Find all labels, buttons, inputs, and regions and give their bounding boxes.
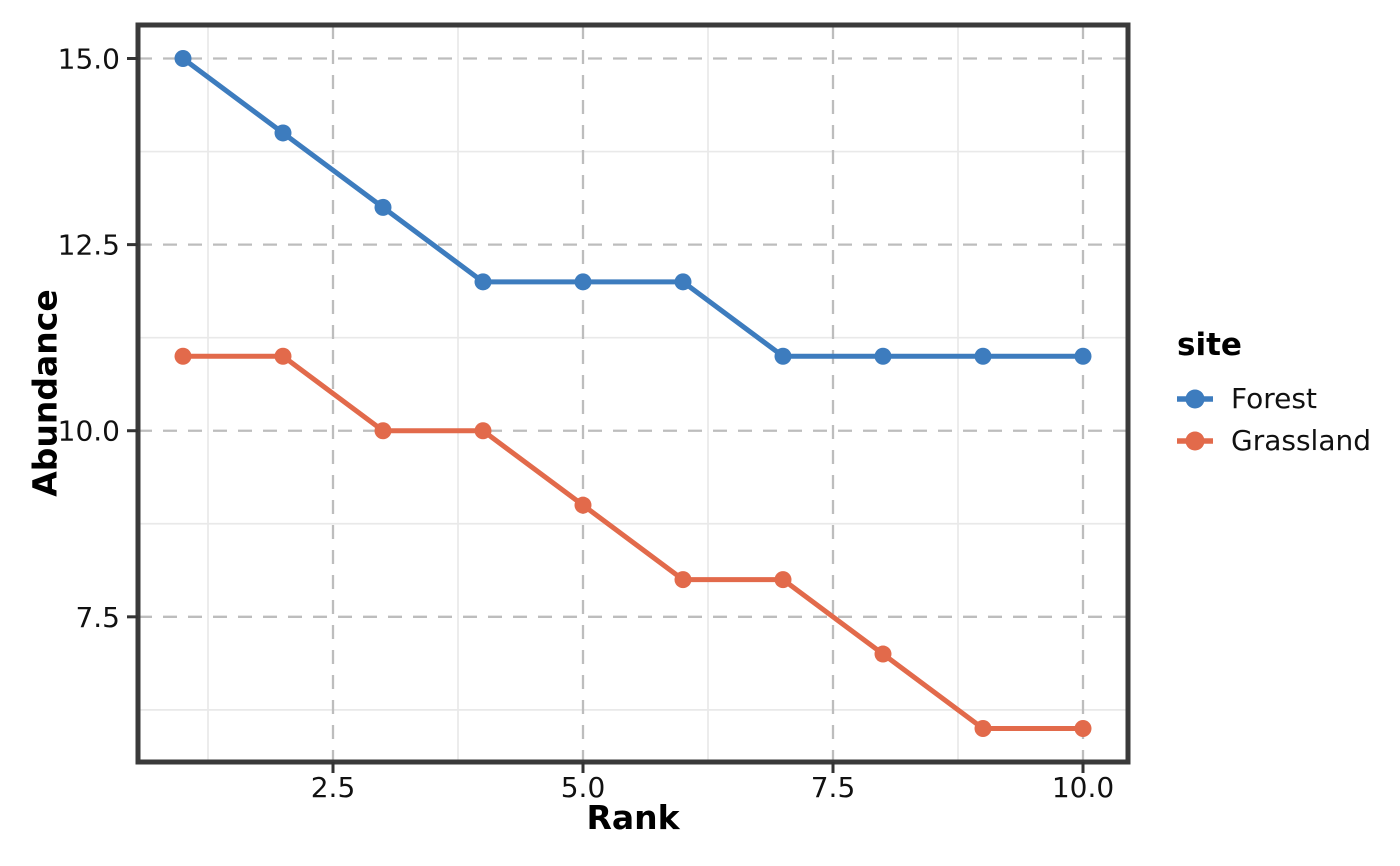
point-grassland-rank-8 — [874, 645, 892, 663]
point-forest-rank-9 — [974, 347, 992, 365]
x-tick-labels: 2.5 5.0 7.5 10.0 — [311, 771, 1114, 804]
point-grassland-rank-6 — [674, 571, 692, 589]
minor-gridlines — [138, 25, 1128, 762]
x-tick-label-10.0: 10.0 — [1052, 771, 1114, 804]
point-forest-rank-8 — [874, 347, 892, 365]
point-forest-rank-1 — [174, 50, 192, 67]
legend-label-grassland: Grassland — [1231, 424, 1371, 458]
x-tick-label-5.0: 5.0 — [561, 771, 606, 804]
point-grassland-rank-9 — [974, 720, 992, 737]
y-tick-labels: 7.5 10.0 12.5 15.0 — [58, 43, 120, 634]
y-tick-label-10.0: 10.0 — [58, 415, 120, 448]
legend-key-icon-forest — [1177, 389, 1213, 409]
tick-marks — [127, 57, 1085, 773]
legend-title: site — [1177, 327, 1242, 363]
legend-item-grassland: Grassland — [1177, 420, 1371, 462]
series-line-forest — [180, 56, 1086, 359]
point-grassland-rank-5 — [574, 496, 592, 514]
legend-label-forest: Forest — [1231, 382, 1317, 416]
point-forest-rank-2 — [274, 124, 292, 142]
point-grassland-rank-2 — [274, 347, 292, 365]
series-points-forest — [174, 50, 1092, 365]
y-axis-title: Abundance — [25, 289, 65, 497]
legend: site Forest Grassland — [1177, 327, 1371, 462]
point-grassland-rank-7 — [774, 571, 792, 589]
major-gridlines — [138, 25, 1128, 762]
panel-border — [135, 22, 1131, 765]
point-forest-rank-7 — [774, 347, 792, 365]
point-grassland-rank-3 — [374, 422, 392, 440]
y-tick-label-12.5: 12.5 — [58, 229, 120, 262]
x-tick-label-2.5: 2.5 — [311, 771, 356, 804]
point-forest-rank-5 — [574, 273, 592, 291]
y-tick-label-15.0: 15.0 — [58, 43, 120, 76]
point-forest-rank-6 — [674, 273, 692, 291]
x-axis-title: Rank — [586, 798, 680, 837]
legend-key-icon-grassland — [1177, 431, 1213, 451]
series-points-grassland — [174, 347, 1092, 737]
legend-items: Forest Grassland — [1177, 378, 1371, 462]
x-tick-label-7.5: 7.5 — [811, 771, 856, 804]
point-grassland-rank-4 — [474, 422, 492, 440]
point-forest-rank-3 — [374, 198, 392, 216]
point-forest-rank-10 — [1074, 347, 1092, 365]
legend-item-forest: Forest — [1177, 378, 1371, 420]
point-grassland-rank-1 — [174, 347, 192, 365]
y-tick-label-7.5: 7.5 — [75, 601, 120, 634]
point-grassland-rank-10 — [1074, 720, 1092, 737]
series-line-grassland — [180, 353, 1086, 731]
point-forest-rank-4 — [474, 273, 492, 291]
